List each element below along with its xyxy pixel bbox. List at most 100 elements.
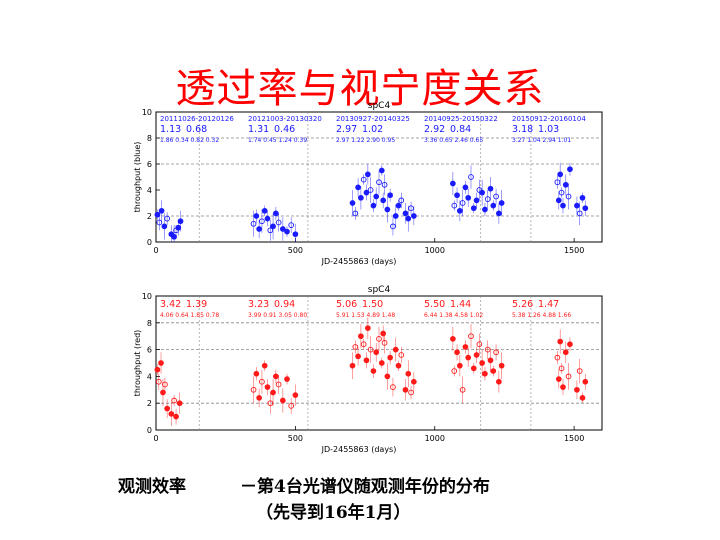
blue-season-stat-sigma: 0.84 xyxy=(450,124,471,135)
blue-data-point xyxy=(256,226,262,232)
red-season-stat-mean: 3.42 xyxy=(160,299,181,310)
red-data-point xyxy=(579,394,586,401)
red-chart-title: spC4 xyxy=(368,285,391,295)
red-data-point xyxy=(498,362,505,369)
red-data-point xyxy=(574,386,580,393)
red-data-point xyxy=(253,370,260,377)
red-data-point xyxy=(558,365,565,372)
blue-data-point xyxy=(381,181,388,188)
blue-y-axis-label: throughput (blue) xyxy=(133,142,142,213)
blue-data-point xyxy=(402,210,409,217)
blue-data-point xyxy=(352,210,359,217)
blue-data-point xyxy=(363,189,370,196)
red-data-point xyxy=(349,362,356,369)
red-data-point xyxy=(264,384,271,390)
red-data-point xyxy=(370,368,377,374)
blue-data-point xyxy=(470,205,477,212)
blue-data-point xyxy=(253,213,260,219)
blue-data-point xyxy=(493,193,499,200)
red-data-point xyxy=(390,384,396,390)
blue-data-point xyxy=(579,194,586,201)
slide-title: 透过率与视宁度关系 xyxy=(175,66,545,112)
red-data-point xyxy=(402,386,409,393)
red-data-point xyxy=(392,346,399,353)
blue-data-point xyxy=(264,215,271,222)
blue-data-point xyxy=(164,215,171,222)
blue-data-point xyxy=(365,171,371,178)
red-season-stat-mean: 5.06 xyxy=(336,299,357,310)
red-ytick-label: 10 xyxy=(142,292,152,301)
blue-season-stat-mean: 2.92 xyxy=(424,124,445,135)
red-data-point xyxy=(365,325,371,332)
red-data-point xyxy=(582,378,589,385)
red-data-point xyxy=(473,352,480,358)
red-ytick-label: 2 xyxy=(147,399,152,408)
red-data-point xyxy=(462,344,469,350)
blue-data-point xyxy=(562,181,569,188)
blue-xtick-label: 0 xyxy=(153,246,158,255)
blue-season-range: 20130927-20140325 xyxy=(336,115,410,123)
red-xtick-label: 500 xyxy=(288,434,303,443)
blue-data-point xyxy=(405,215,412,222)
blue-season-stat-sigma: 0.46 xyxy=(274,124,295,135)
red-data-point xyxy=(267,400,274,407)
red-data-point xyxy=(373,349,380,356)
blue-data-point xyxy=(482,206,488,213)
caption-efficiency: 观测效率 xyxy=(118,477,186,497)
red-data-point xyxy=(173,413,179,420)
blue-season-range: 20111026-20120126 xyxy=(160,115,234,123)
blue-data-point xyxy=(360,176,367,183)
blue-data-point xyxy=(558,189,565,196)
red-data-point xyxy=(279,397,286,404)
blue-data-point xyxy=(451,202,458,209)
red-data-point xyxy=(261,362,268,369)
red-data-point xyxy=(456,362,463,369)
blue-xtick-label: 1000 xyxy=(425,246,445,255)
red-data-point xyxy=(565,373,572,380)
red-season-stat-sigma: 1.44 xyxy=(450,299,471,310)
blue-season-stat-sigma: 1.02 xyxy=(362,124,383,135)
blue-season-range: 20140925-20150322 xyxy=(424,115,498,123)
blue-data-point xyxy=(479,189,485,196)
blue-chart-title: spC4 xyxy=(368,101,391,111)
caption-description: －第4台光谱仪随观测年份的分布 xyxy=(240,477,490,497)
red-data-point xyxy=(410,378,417,385)
red-data-point xyxy=(470,365,477,372)
red-data-point xyxy=(363,357,370,364)
blue-data-point xyxy=(454,192,460,199)
red-season-stat-sigma: 0.94 xyxy=(274,299,295,310)
blue-data-point xyxy=(473,197,480,204)
red-data-point xyxy=(493,349,499,356)
red-data-point xyxy=(479,360,485,366)
blue-data-point xyxy=(378,167,385,174)
red-ytick-label: 4 xyxy=(147,372,152,381)
blue-season-substats: 1.74 0.45 1.24 0.39 xyxy=(248,137,307,144)
red-season-substats: 6.44 1.38 4.58 1.02 xyxy=(424,312,483,319)
blue-data-point xyxy=(387,192,394,199)
blue-season-stat-mean: 2.97 xyxy=(336,124,357,135)
blue-season-stat-sigma: 0.68 xyxy=(186,124,207,135)
blue-ytick-label: 2 xyxy=(147,212,152,221)
blue-data-point xyxy=(261,207,268,214)
blue-season-substats: 3.36 0.65 2.46 0.65 xyxy=(424,137,483,144)
blue-x-axis-label: JD-2455863 (days) xyxy=(321,257,397,266)
red-data-point xyxy=(378,360,385,366)
blue-data-point xyxy=(487,185,494,192)
blue-season-substats: 2.97 1.22 2.90 0.95 xyxy=(336,137,395,144)
blue-data-point xyxy=(154,211,161,218)
blue-data-point xyxy=(560,202,566,209)
blue-xtick-label: 1500 xyxy=(564,246,584,255)
red-data-point xyxy=(259,378,265,385)
blue-data-point xyxy=(582,205,589,212)
red-data-point xyxy=(250,386,257,393)
blue-data-point xyxy=(275,219,282,226)
red-y-axis-label: throughput (red) xyxy=(133,330,142,397)
blue-season-range: 20150912-20160104 xyxy=(512,115,586,123)
red-xtick-label: 1500 xyxy=(564,434,584,443)
blue-data-point xyxy=(156,219,163,226)
blue-data-point xyxy=(259,218,265,225)
blue-data-point xyxy=(498,200,505,206)
red-season-substats: 3.99 0.91 3.05 0.80 xyxy=(248,312,307,319)
red-season-stat-sigma: 1.39 xyxy=(186,299,207,310)
red-data-point xyxy=(454,349,460,356)
